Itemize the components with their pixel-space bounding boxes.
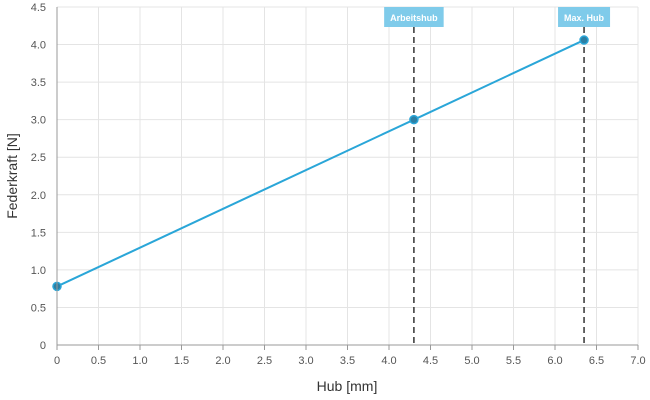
x-tick-label: 7.0 bbox=[630, 355, 645, 367]
x-tick-label: 4.5 bbox=[423, 355, 438, 367]
y-tick-label: 0.5 bbox=[31, 302, 46, 314]
y-tick-label: 2.5 bbox=[31, 152, 46, 164]
data-point[interactable] bbox=[579, 35, 589, 45]
reference-label: Max. Hub bbox=[558, 7, 611, 27]
data-point[interactable] bbox=[409, 114, 419, 125]
x-tick-label: 5.5 bbox=[506, 355, 521, 367]
x-tick-label: 0 bbox=[54, 355, 60, 367]
reference-label: Arbeitshub bbox=[384, 7, 444, 27]
y-tick-label: 4.0 bbox=[31, 40, 46, 52]
axes: 0 0.5 1.0 1.5 2.0 2.5 3.0 3.5 4.0 4.5 5.0 5.5 6.0 6.5… bbox=[31, 2, 646, 367]
x-tick-label: 0.5 bbox=[91, 355, 106, 367]
x-tick-label: 1.5 bbox=[174, 355, 189, 367]
y-tick-label: 4.5 bbox=[31, 2, 46, 14]
x-axis-title: Hub [mm] bbox=[317, 378, 378, 394]
reference-lines: Arbeitshub Max. Hub bbox=[384, 7, 611, 345]
y-tick-label: 0 bbox=[40, 340, 46, 352]
reference-label-text: Max. Hub bbox=[564, 13, 605, 23]
x-tick-label: 2.5 bbox=[257, 355, 272, 367]
x-tick-label: 3.5 bbox=[340, 355, 355, 367]
y-tick-label: 2.0 bbox=[31, 190, 46, 202]
reference-label-box bbox=[384, 7, 444, 27]
x-tick-label: 4.0 bbox=[381, 355, 396, 367]
y-axis-title: Federkraft [N] bbox=[4, 133, 20, 219]
x-tick-label: 3.0 bbox=[298, 355, 313, 367]
grid bbox=[56, 6, 639, 346]
y-tick-label: 3.0 bbox=[31, 115, 46, 127]
y-tick-label: 1.0 bbox=[31, 265, 46, 277]
x-tick-label: 6.0 bbox=[547, 355, 562, 367]
reference-label-box bbox=[558, 7, 611, 27]
y-tick-label: 3.5 bbox=[31, 77, 46, 89]
x-tick-label: 6.5 bbox=[589, 355, 604, 367]
x-tick-label: 5.0 bbox=[464, 355, 479, 367]
x-tick-label: 1.0 bbox=[132, 355, 147, 367]
y-tick-label: 1.5 bbox=[31, 227, 46, 239]
series-layer bbox=[52, 35, 589, 292]
series-line bbox=[56, 39, 585, 288]
x-tick-label: 2.0 bbox=[215, 355, 230, 367]
reference-label-text: Arbeitshub bbox=[390, 13, 438, 23]
